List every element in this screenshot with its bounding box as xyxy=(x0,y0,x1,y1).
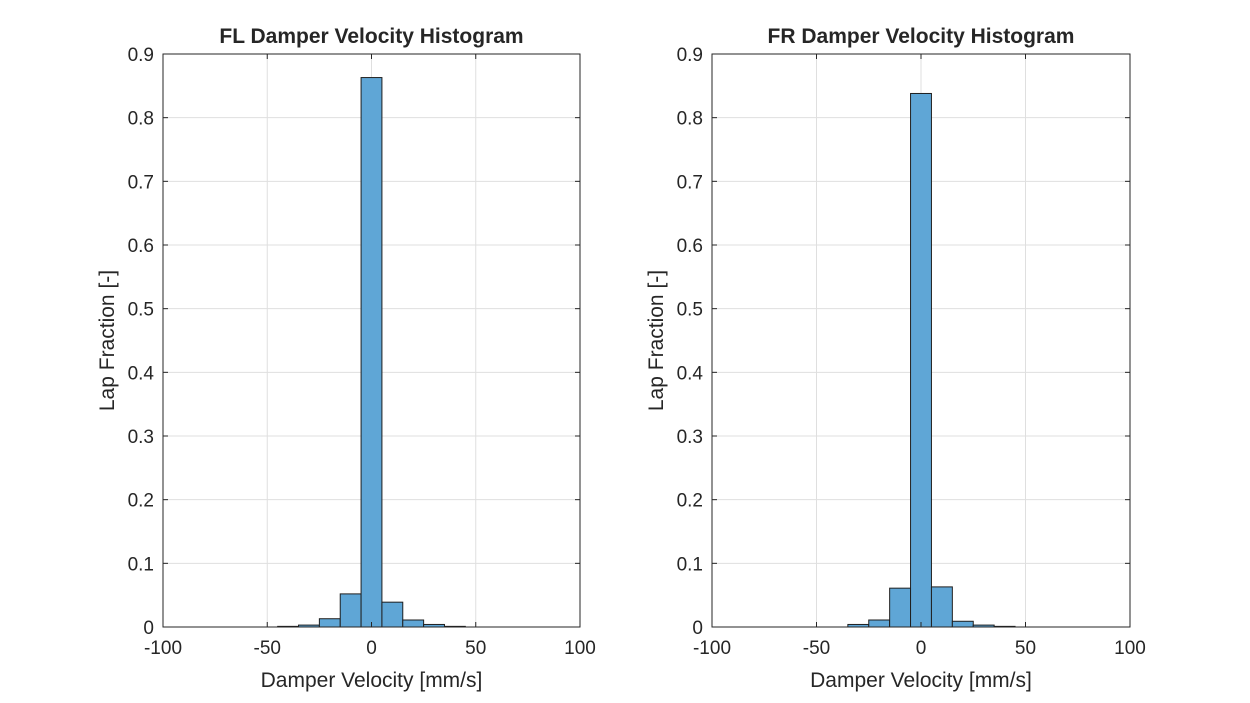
x-tick-label: 50 xyxy=(1015,638,1036,659)
chart-title: FR Damper Velocity Histogram xyxy=(768,25,1075,48)
fr-histogram-chart: -100 -50 0 50 100 0 0.1 0.2 0.3 0.4 0.5 0.6 0.7 0.8 0.… xyxy=(645,25,1146,692)
histogram-bar xyxy=(339,593,362,628)
histogram-bars xyxy=(847,92,1016,628)
histogram-bar xyxy=(402,619,425,628)
y-tick-label: 0.5 xyxy=(128,300,154,321)
x-axis-label: Damper Velocity [mm/s] xyxy=(261,669,483,692)
y-tick-label: 0.2 xyxy=(677,491,703,512)
y-tick-label: 0.1 xyxy=(677,554,703,575)
y-tick-label: 0 xyxy=(692,618,703,639)
y-tick-label: 0.9 xyxy=(128,45,154,66)
y-tick-label: 0.7 xyxy=(128,172,154,193)
histogram-bar xyxy=(930,586,953,628)
histogram-bar xyxy=(318,618,341,628)
histogram-bar xyxy=(381,601,404,628)
x-tick-label: 50 xyxy=(465,638,486,659)
y-tick-label: 0.3 xyxy=(128,427,154,448)
histogram-bar xyxy=(360,77,383,628)
y-tick-label: 0.2 xyxy=(128,491,154,512)
y-tick-label: 0.4 xyxy=(677,363,704,384)
histogram-bar xyxy=(868,619,891,628)
x-tick-label: -100 xyxy=(693,638,731,659)
y-axis-label: Lap Fraction [-] xyxy=(645,270,668,411)
x-axis-label: Damper Velocity [mm/s] xyxy=(810,669,1032,692)
x-tick-label: 100 xyxy=(1114,638,1146,659)
y-tick-label: 0.9 xyxy=(677,45,703,66)
ticks: -100 -50 0 50 100 0 0.1 0.2 0.3 0.4 0.5 0.6 0.7 0.8 0.… xyxy=(677,45,1146,659)
y-tick-label: 0.1 xyxy=(128,554,154,575)
y-tick-label: 0 xyxy=(143,618,154,639)
x-tick-label: -50 xyxy=(803,638,830,659)
histogram-bar xyxy=(910,92,932,628)
histogram-bar xyxy=(889,587,912,628)
y-tick-label: 0.6 xyxy=(677,236,703,257)
y-tick-label: 0.7 xyxy=(677,172,703,193)
y-tick-label: 0.4 xyxy=(128,363,155,384)
y-tick-label: 0.6 xyxy=(128,236,154,257)
histogram-bar xyxy=(951,620,974,628)
x-tick-label: 0 xyxy=(916,638,927,659)
ticks: -100 -50 0 50 100 0 0.1 0.2 0.3 0.4 0.5 0.6 0.7 0.8 0.… xyxy=(128,45,596,659)
y-tick-label: 0.8 xyxy=(677,109,703,130)
y-tick-label: 0.3 xyxy=(677,427,703,448)
chart-title: FL Damper Velocity Histogram xyxy=(219,25,523,48)
x-tick-label: 100 xyxy=(564,638,596,659)
y-tick-label: 0.5 xyxy=(677,300,703,321)
y-tick-label: 0.8 xyxy=(128,109,154,130)
x-tick-label: -100 xyxy=(144,638,182,659)
x-tick-label: 0 xyxy=(366,638,377,659)
fl-histogram-chart: -100 -50 0 50 100 0 0.1 0.2 0.3 0.4 0.5 0.6 0.7 0.8 0.… xyxy=(96,25,596,692)
y-axis-label: Lap Fraction [-] xyxy=(96,270,119,411)
x-tick-label: -50 xyxy=(254,638,281,659)
